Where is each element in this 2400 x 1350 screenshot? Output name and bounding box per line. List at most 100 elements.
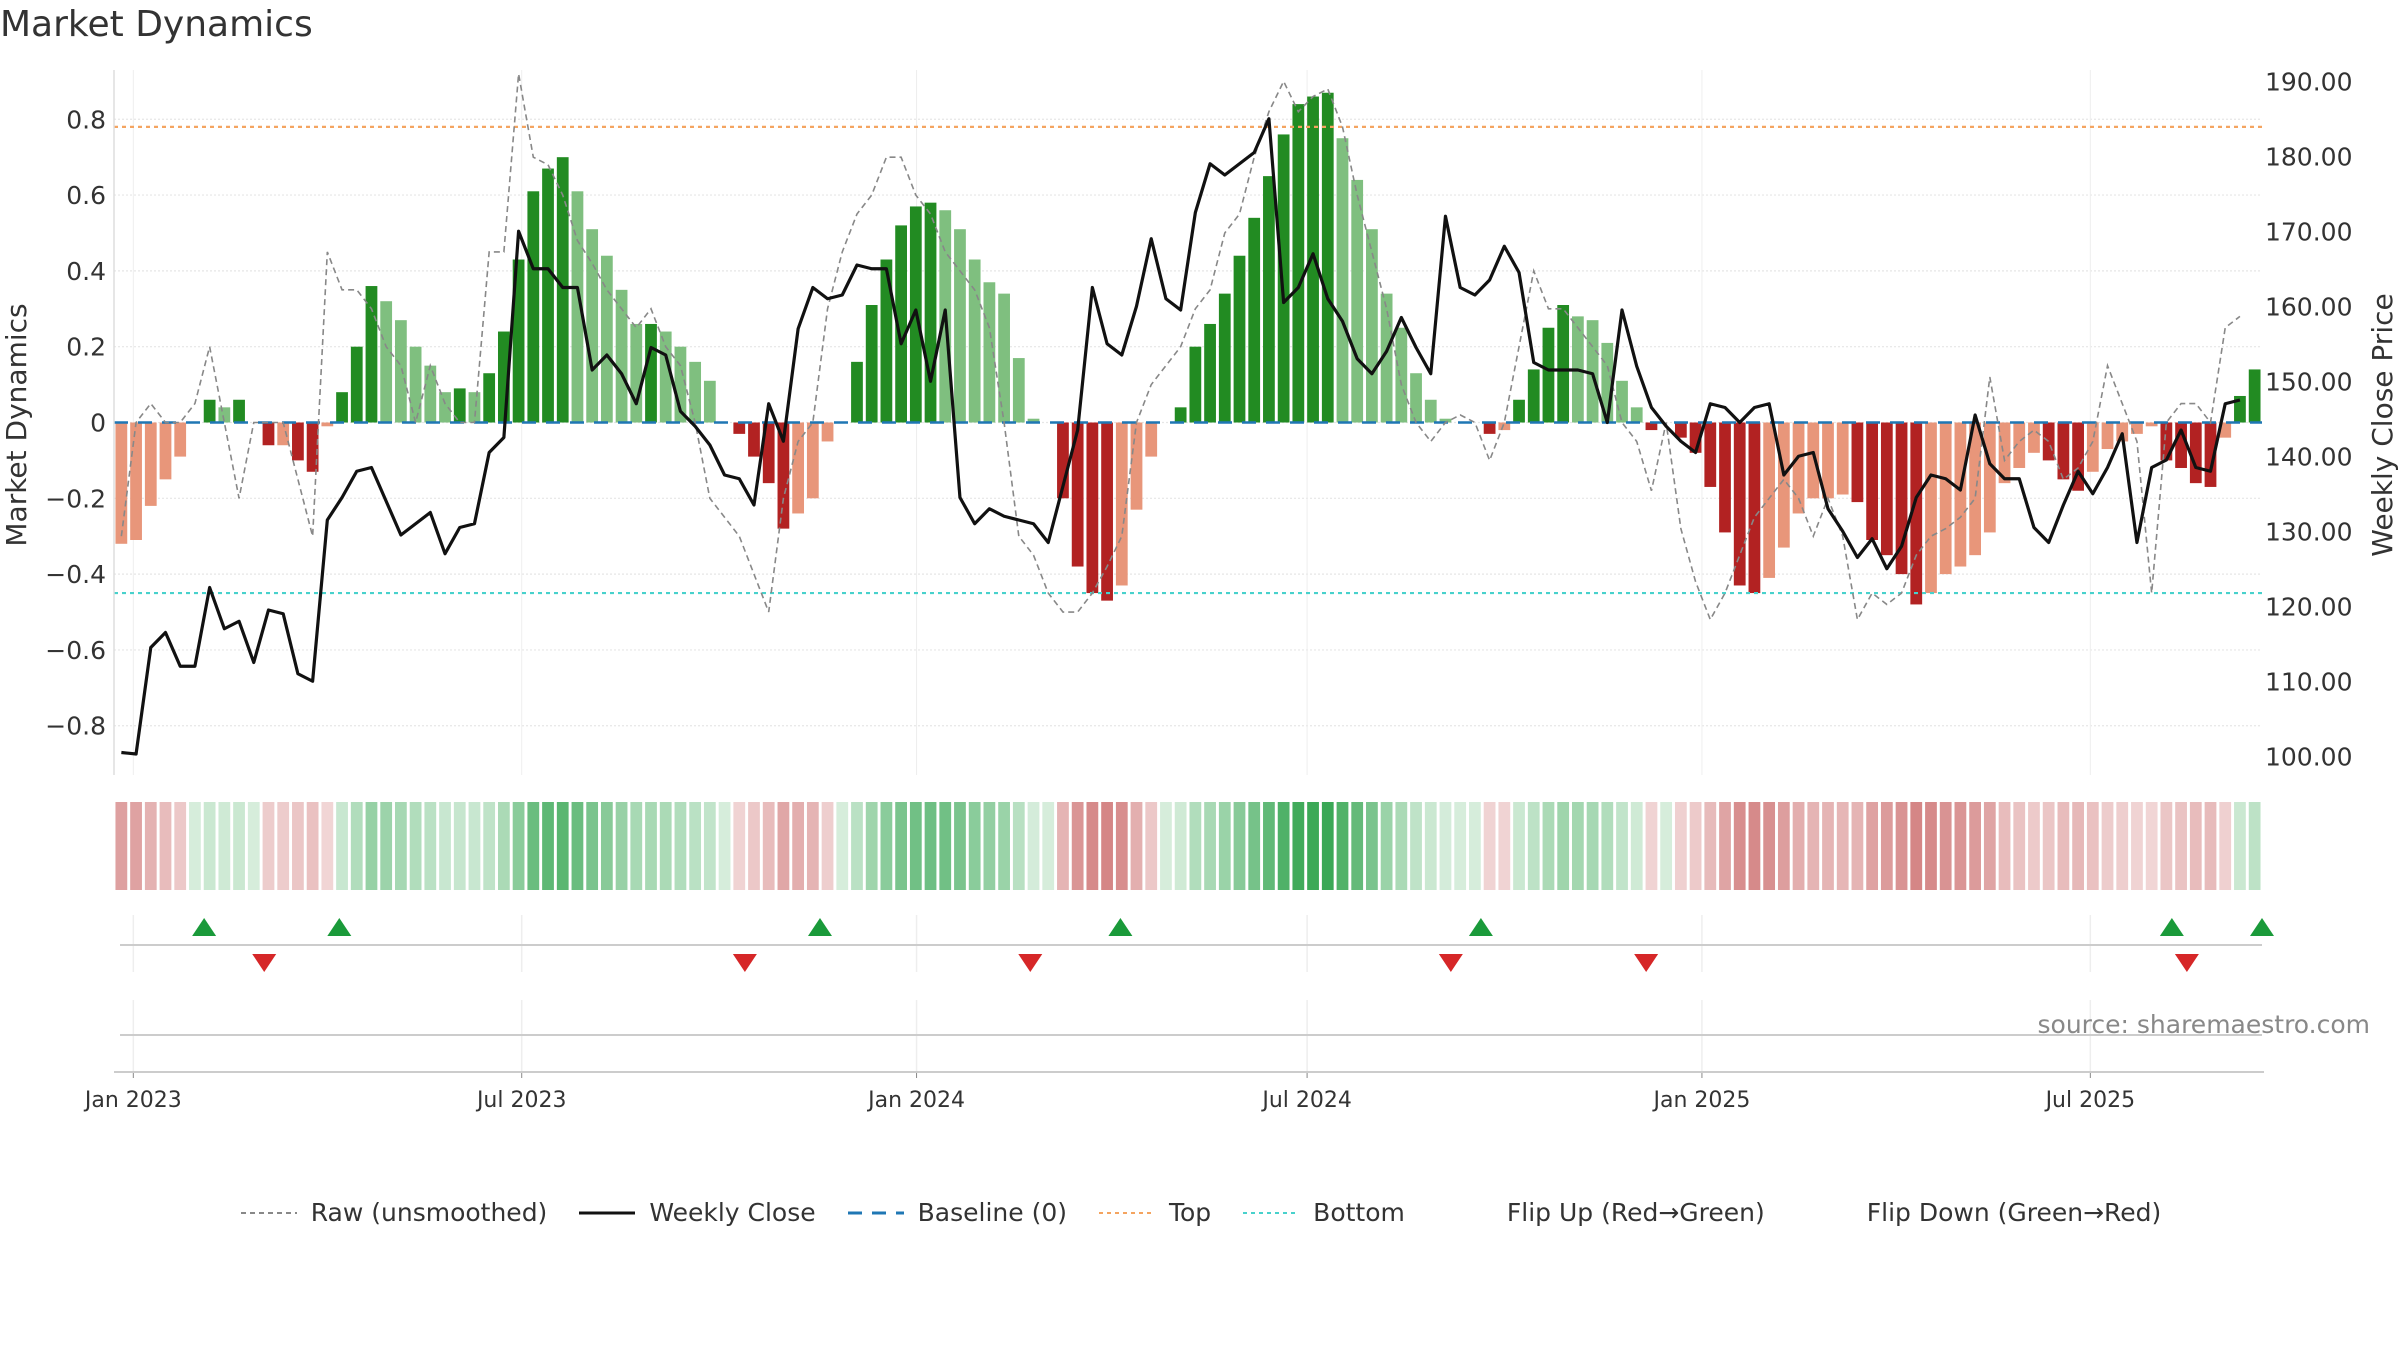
chart-legend: Raw (unsmoothed) Weekly Close Baseline (0)…	[0, 1198, 2400, 1227]
dynamics-bar	[468, 392, 481, 423]
dynamics-bar	[762, 422, 775, 484]
weekly-close-line	[121, 117, 2241, 756]
regime-cell	[1439, 802, 1452, 890]
dynamics-bar	[365, 286, 378, 423]
regime-cell	[1057, 802, 1069, 890]
regime-cell	[1366, 802, 1378, 890]
regime-cell	[2248, 802, 2261, 890]
regime-cell	[1277, 802, 1290, 890]
dynamics-bar	[1719, 422, 1731, 533]
regime-cell	[2234, 802, 2246, 890]
dynamics-bar	[1086, 422, 1099, 594]
regime-cell	[762, 802, 775, 890]
dynamics-bar	[1645, 422, 1658, 431]
y-tick-label: −0.4	[45, 560, 106, 589]
regime-cell	[1321, 802, 1334, 890]
regime-cell	[1542, 802, 1555, 890]
baseline-legend-symbol	[847, 1211, 904, 1214]
regime-cell	[277, 802, 290, 890]
dynamics-bar	[880, 259, 893, 423]
regime-cell	[1263, 802, 1275, 890]
dynamics-bar	[1836, 422, 1849, 495]
dynamics-bar	[1983, 422, 1996, 533]
bottom-legend-symbol	[1243, 1211, 1300, 1214]
flip-down-marker	[1018, 954, 1043, 972]
dynamics-bar	[2028, 422, 2040, 453]
dynamics-bar	[1321, 92, 1334, 423]
dynamics-bar	[851, 361, 863, 423]
regime-cell	[1012, 802, 1025, 890]
dynamics-bar	[542, 168, 554, 423]
dynamics-bar	[1527, 369, 1540, 423]
dynamics-bar	[630, 323, 643, 423]
legend-item-close: Weekly Close	[577, 1198, 816, 1227]
legend-item-baseline: Baseline (0)	[846, 1198, 1067, 1227]
dynamics-bar	[1204, 323, 1216, 423]
y2-tick-label: 190.00	[2265, 67, 2352, 96]
regime-cell	[865, 802, 878, 890]
regime-cell	[292, 802, 304, 890]
regime-cell	[336, 802, 348, 890]
dynamics-bar	[1763, 422, 1776, 578]
y-tick-label: 0.4	[66, 257, 106, 286]
regime-cell	[2101, 802, 2114, 890]
dynamics-bar	[806, 422, 819, 499]
y2-tick-label: 170.00	[2265, 217, 2352, 246]
regime-cell	[2145, 802, 2158, 890]
regime-cell	[1042, 802, 1055, 890]
regime-cell	[1101, 802, 1113, 890]
flip-down-marker	[252, 954, 277, 972]
legend-label: Weekly Close	[649, 1198, 816, 1227]
dynamics-bar	[1601, 342, 1614, 423]
dynamics-bar	[792, 422, 805, 514]
regime-cell	[144, 802, 157, 890]
regime-cell	[939, 802, 952, 890]
dynamics-bar	[777, 422, 790, 529]
regime-cell	[1704, 802, 1717, 890]
dynamics-bar	[1704, 422, 1717, 487]
regime-cell	[1792, 802, 1805, 890]
regime-cell	[1130, 802, 1143, 890]
flip-down-marker	[1438, 954, 1463, 972]
regime-cell	[733, 802, 746, 890]
dynamics-bar	[1218, 293, 1231, 423]
flip-up-marker	[807, 918, 832, 936]
regime-cell	[218, 802, 231, 890]
dynamics-bar	[2116, 422, 2129, 442]
dynamics-bar	[615, 289, 628, 423]
x-tick-label: Jul 2025	[2044, 1088, 2136, 1113]
regime-cell	[2013, 802, 2026, 890]
flip-panel	[120, 918, 2274, 972]
regime-cell	[630, 802, 643, 890]
y2-axis-label: Weekly Close Price	[2366, 293, 2399, 556]
regime-cell	[1454, 802, 1467, 890]
regime-cell	[1204, 802, 1216, 890]
dynamics-bar	[1498, 422, 1511, 431]
dynamics-bar	[1616, 380, 1628, 423]
regime-cell	[512, 802, 525, 890]
dynamics-bar	[659, 331, 672, 423]
dynamics-bar	[1233, 255, 1246, 423]
dynamics-bar	[1277, 134, 1290, 423]
dynamics-bar	[2234, 395, 2246, 423]
dynamics-bar	[983, 282, 996, 423]
y2-tick-label: 120.00	[2265, 592, 2352, 621]
dynamics-bar	[2013, 422, 2026, 468]
regime-cell	[1027, 802, 1040, 890]
regime-cell	[1571, 802, 1584, 890]
regime-cell	[203, 802, 216, 890]
y-tick-label: −0.8	[45, 712, 106, 741]
regime-cell	[1969, 802, 1981, 890]
regime-cell	[748, 802, 760, 890]
regime-cell	[350, 802, 363, 890]
dynamics-bar	[1483, 422, 1496, 434]
regime-cell	[968, 802, 981, 890]
regime-cell	[1689, 802, 1702, 890]
y2-tick-label: 180.00	[2265, 142, 2352, 171]
regime-cell	[542, 802, 554, 890]
regime-cell	[1513, 802, 1525, 890]
dynamics-bar	[409, 346, 422, 423]
raw-line	[120, 73, 2241, 622]
regime-cell	[1336, 802, 1349, 890]
dynamics-bar	[321, 422, 334, 427]
